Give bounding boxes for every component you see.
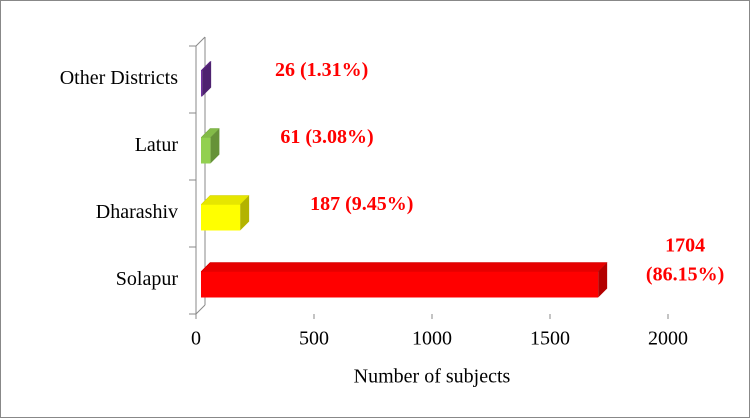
x-axis-label: Number of subjects <box>354 366 511 388</box>
bar <box>201 70 203 97</box>
x-tick-label: 1500 <box>530 328 570 350</box>
value-label: 1704 (86.15%) <box>646 234 724 285</box>
bar-side <box>598 262 608 298</box>
bar-side <box>240 195 250 231</box>
bar-top <box>200 262 608 272</box>
y-tick-label: Dharashiv <box>96 201 178 223</box>
bar-side <box>210 128 220 164</box>
x-tick-label: 1000 <box>412 328 452 350</box>
y-tick-label: Other Districts <box>60 67 179 89</box>
x-tick-label: 0 <box>191 328 201 350</box>
value-label: 26 (1.31%) <box>275 59 368 81</box>
x-tick-label: 500 <box>299 328 329 350</box>
bar <box>201 137 211 164</box>
x-tick-label: 2000 <box>648 328 688 350</box>
bar <box>201 271 599 298</box>
bar-side <box>202 61 212 97</box>
y-tick-label: Latur <box>135 134 179 156</box>
bar <box>201 204 241 231</box>
y-tick-label: Solapur <box>116 268 179 290</box>
value-label: 61 (3.08%) <box>280 126 373 148</box>
value-label: 187 (9.45%) <box>310 193 413 215</box>
